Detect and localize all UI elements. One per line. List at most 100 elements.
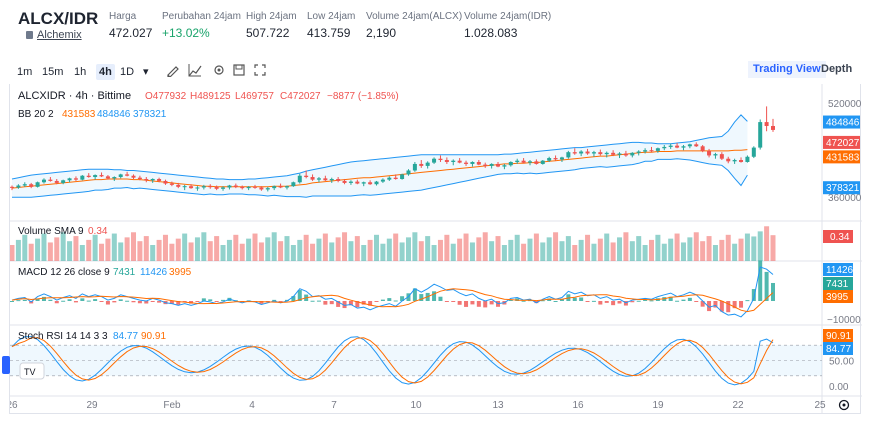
volume-bar	[712, 245, 718, 261]
candle-body	[470, 161, 475, 164]
brand-link[interactable]: Alchemix	[26, 29, 82, 41]
bb-upper-line	[11, 114, 748, 181]
candle-body	[214, 186, 219, 189]
macd-histogram-bar	[572, 297, 577, 301]
volume-bar	[118, 242, 124, 261]
volume-bar	[431, 245, 437, 261]
snapshot-icon[interactable]	[232, 63, 246, 77]
interval-1D[interactable]: 1D	[120, 66, 135, 78]
volume-bar	[457, 238, 463, 261]
interval-15m[interactable]: 15m	[42, 66, 64, 78]
candle-body	[278, 186, 283, 188]
interval-1h[interactable]: 1h	[74, 66, 87, 78]
candle-body	[425, 162, 430, 166]
volume-bar	[450, 243, 456, 261]
macd-legend-hist: 7431	[113, 267, 136, 278]
settings-icon[interactable]	[212, 63, 226, 77]
pair-title: ALCX/IDR	[18, 9, 99, 28]
candle-body	[297, 175, 302, 183]
stoch-legend-k: 84.77	[113, 331, 138, 342]
macd-histogram-bar	[105, 301, 110, 305]
time-tick: 22	[732, 400, 744, 411]
sidebar-toggle-button[interactable]	[2, 356, 10, 374]
macd-histogram-bar	[438, 296, 443, 301]
axis-settings-icon[interactable]	[838, 399, 850, 411]
tv-logo-icon	[19, 362, 45, 380]
candle-body	[342, 180, 347, 183]
candle-body	[438, 158, 443, 161]
volume-bar	[393, 233, 399, 261]
ohlc-O: O477932	[145, 91, 187, 102]
interval-dropdown-icon[interactable]: ▾	[143, 66, 149, 78]
candle-body	[374, 181, 379, 185]
candle-body	[585, 151, 590, 154]
macd-histogram-bar	[527, 300, 532, 302]
candle-body	[464, 162, 469, 164]
candle-body	[598, 152, 603, 155]
stoch-d-tag-bg	[823, 329, 853, 342]
macd-histogram-bar	[278, 301, 283, 302]
volume-bar	[226, 239, 232, 261]
volume-bar	[572, 245, 578, 261]
time-tick: 19	[652, 400, 664, 411]
volume-bar	[540, 242, 546, 261]
axis-settings-icon-dot	[842, 403, 846, 407]
stat-label: Volume 24jam(ALCX)	[366, 11, 463, 22]
volume-bar	[719, 239, 725, 261]
macd-histogram-bar	[559, 299, 564, 301]
macd-histogram-bar	[611, 301, 616, 306]
stoch-legend-d: 90.91	[141, 331, 166, 342]
macd-histogram-bar	[432, 291, 437, 301]
bb-basis-tag: 431583	[826, 152, 860, 163]
draw-icon[interactable]	[166, 63, 180, 77]
candle-body	[732, 160, 737, 162]
candle-body	[265, 188, 270, 190]
macd-histogram-bar	[751, 289, 756, 301]
macd-histogram-bar	[553, 301, 558, 302]
volume-bar	[617, 237, 623, 261]
macd-histogram-bar	[355, 301, 360, 308]
tv-logo-text: TV	[24, 367, 36, 377]
macd-histogram-bar	[630, 301, 635, 303]
tab-depth[interactable]: Depth	[821, 63, 853, 75]
macd-histogram-bar	[649, 300, 654, 302]
macd-histogram-bar	[470, 301, 475, 305]
macd-histogram-bar	[457, 301, 462, 305]
macd-histogram-bar	[272, 299, 277, 301]
fullscreen-icon[interactable]	[253, 63, 267, 77]
candle-body	[668, 145, 673, 147]
volume-bar	[105, 238, 111, 261]
volume-bar	[79, 245, 85, 261]
volume-bar	[642, 245, 648, 261]
candle-body	[400, 174, 405, 179]
macd-line	[11, 266, 774, 318]
volume-bar	[623, 232, 629, 261]
candle-body	[502, 165, 507, 167]
candle-body	[579, 151, 584, 154]
volume-bar	[559, 241, 565, 261]
candle-body	[540, 160, 545, 164]
candle-body	[176, 184, 181, 187]
interval-1m[interactable]: 1m	[17, 66, 33, 78]
candle-body	[86, 175, 91, 178]
volume-bar	[15, 239, 21, 261]
chart-svg[interactable]: 520000360000484846472027431583378321ALCX…	[10, 84, 862, 414]
volume-tag: 0.34	[830, 232, 850, 243]
candle-body	[144, 178, 149, 181]
indicators-icon[interactable]	[188, 63, 202, 77]
candle-body	[61, 180, 66, 183]
candle-body	[163, 180, 168, 184]
interval-4h[interactable]: 4h	[96, 64, 115, 80]
tab-trading-view[interactable]: Trading View	[748, 61, 826, 78]
volume-bar	[182, 233, 188, 261]
candle-body	[189, 186, 194, 189]
candle-body	[16, 185, 21, 188]
chart-container[interactable]: 520000 360000 484846 472027 431583 378321 ALCX…	[9, 84, 862, 414]
volume-bar	[553, 232, 559, 261]
ohlc-H: H489125	[190, 91, 231, 102]
volume-bar	[137, 241, 143, 261]
candle-body	[118, 174, 123, 178]
volume-bar	[188, 242, 194, 261]
volume-bar	[22, 234, 28, 261]
ohlc-C: C472027	[280, 91, 321, 102]
